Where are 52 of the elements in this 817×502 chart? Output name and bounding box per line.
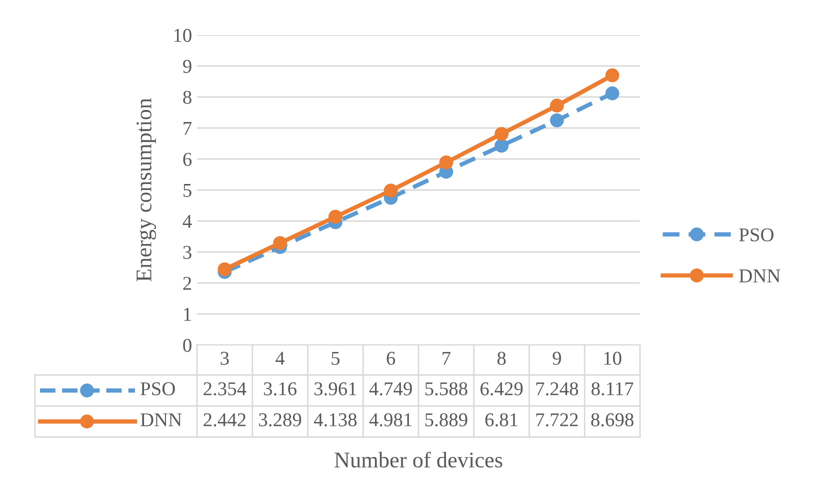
x-tick-label: 6 <box>386 352 396 365</box>
point <box>605 68 620 82</box>
point <box>494 138 509 153</box>
data-label: 3.289 <box>259 413 302 426</box>
y-tick-label: 2 <box>183 276 192 290</box>
text: PSO <box>739 228 774 242</box>
y-tick-label: 5 <box>184 184 192 197</box>
data-label: 6.81 <box>485 413 518 426</box>
point <box>328 210 342 224</box>
data-label: 2.442 <box>204 413 246 426</box>
x-axis-title: Number of devices <box>334 452 502 468</box>
x-tick-label: 9 <box>552 352 562 365</box>
y-axis-title: Energy consumption <box>136 98 156 282</box>
point <box>494 126 509 141</box>
data-label: 5.588 <box>425 382 468 396</box>
data-label: 4.138 <box>314 413 357 426</box>
legend-label: PSO <box>140 382 175 396</box>
data-label: 2.354 <box>204 382 246 396</box>
point <box>273 236 288 250</box>
data-label: 5.889 <box>425 413 468 426</box>
x-tick-label: 8 <box>497 352 506 365</box>
data-label: 8.117 <box>592 382 634 396</box>
data-label: 3.16 <box>264 382 296 396</box>
x-tick-label: 10 <box>604 352 622 365</box>
point <box>550 98 564 113</box>
data-label: 7.722 <box>536 413 578 426</box>
y-tick-label: 3 <box>183 246 192 259</box>
data-label: 3.961 <box>314 382 356 396</box>
data-label: 4.981 <box>369 413 412 426</box>
x-tick-label: 3 <box>220 352 229 365</box>
y-tick-label: 4 <box>182 214 192 228</box>
data-label: 6.429 <box>480 382 523 396</box>
data-label: 7.248 <box>536 382 578 396</box>
data-label: 4.749 <box>369 382 412 396</box>
y-tick-label: 9 <box>183 60 192 73</box>
x-tick-label: 5 <box>332 352 340 365</box>
y-tick-label: 6 <box>183 152 192 166</box>
data-label: 8.698 <box>591 413 634 426</box>
y-tick-label: 0 <box>183 338 192 352</box>
text: DNN <box>140 413 182 426</box>
point <box>384 184 398 198</box>
x-tick-label: 7 <box>442 352 450 365</box>
legend-label: DNN <box>739 270 780 282</box>
point <box>550 113 564 128</box>
y-tick-label: 1 <box>184 308 191 321</box>
y-tick-label: 7 <box>184 122 192 135</box>
point <box>218 262 232 276</box>
point <box>605 86 620 100</box>
point <box>439 155 454 170</box>
y-tick-label: 8 <box>183 90 192 104</box>
y-tick-label: 10 <box>174 28 192 42</box>
x-tick-label: 4 <box>276 352 285 365</box>
